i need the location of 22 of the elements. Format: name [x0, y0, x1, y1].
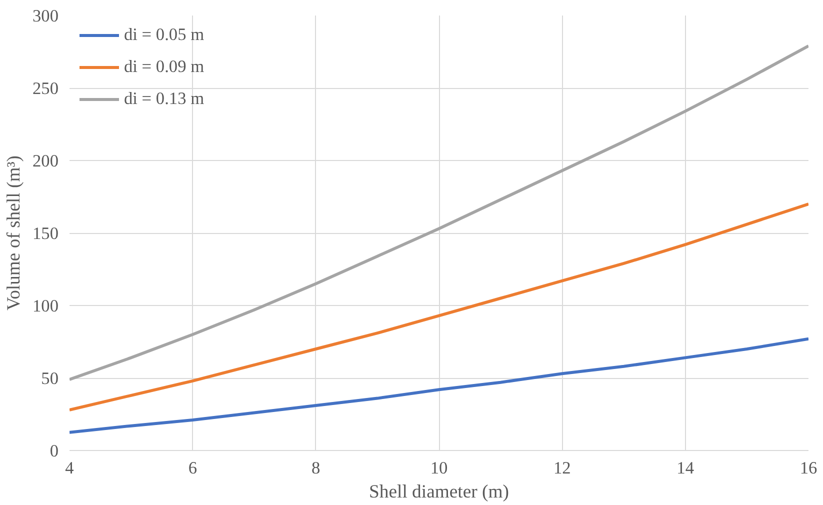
legend-label: di = 0.09 m	[124, 57, 204, 77]
x-axis-title: Shell diameter (m)	[369, 482, 509, 502]
y-tick-label: 250	[32, 79, 59, 98]
y-tick-label: 150	[32, 224, 59, 243]
line-series	[70, 202, 808, 412]
y-tick-label: 200	[32, 152, 59, 170]
x-tick-label: 12	[554, 458, 571, 478]
y-axis-title: Volume of shell (m³)	[4, 156, 25, 310]
x-tick-label: 4	[65, 458, 74, 478]
x-tick-label: 16	[800, 458, 818, 478]
x-tick-label: 14	[676, 458, 694, 478]
x-tick-label: 10	[430, 458, 448, 478]
x-tick-label: 6	[188, 458, 198, 478]
y-tick-label: 0	[50, 442, 59, 460]
legend-label: di = 0.05 m	[124, 25, 204, 45]
y-tick-label: 50	[41, 369, 58, 388]
y-tick-label: 100	[32, 296, 59, 316]
line-series	[70, 44, 808, 381]
legend-label: di = 0.13 m	[124, 89, 204, 109]
y-tick-label: 300	[32, 6, 59, 26]
line-series	[70, 337, 808, 434]
x-tick-label: 8	[312, 458, 320, 478]
